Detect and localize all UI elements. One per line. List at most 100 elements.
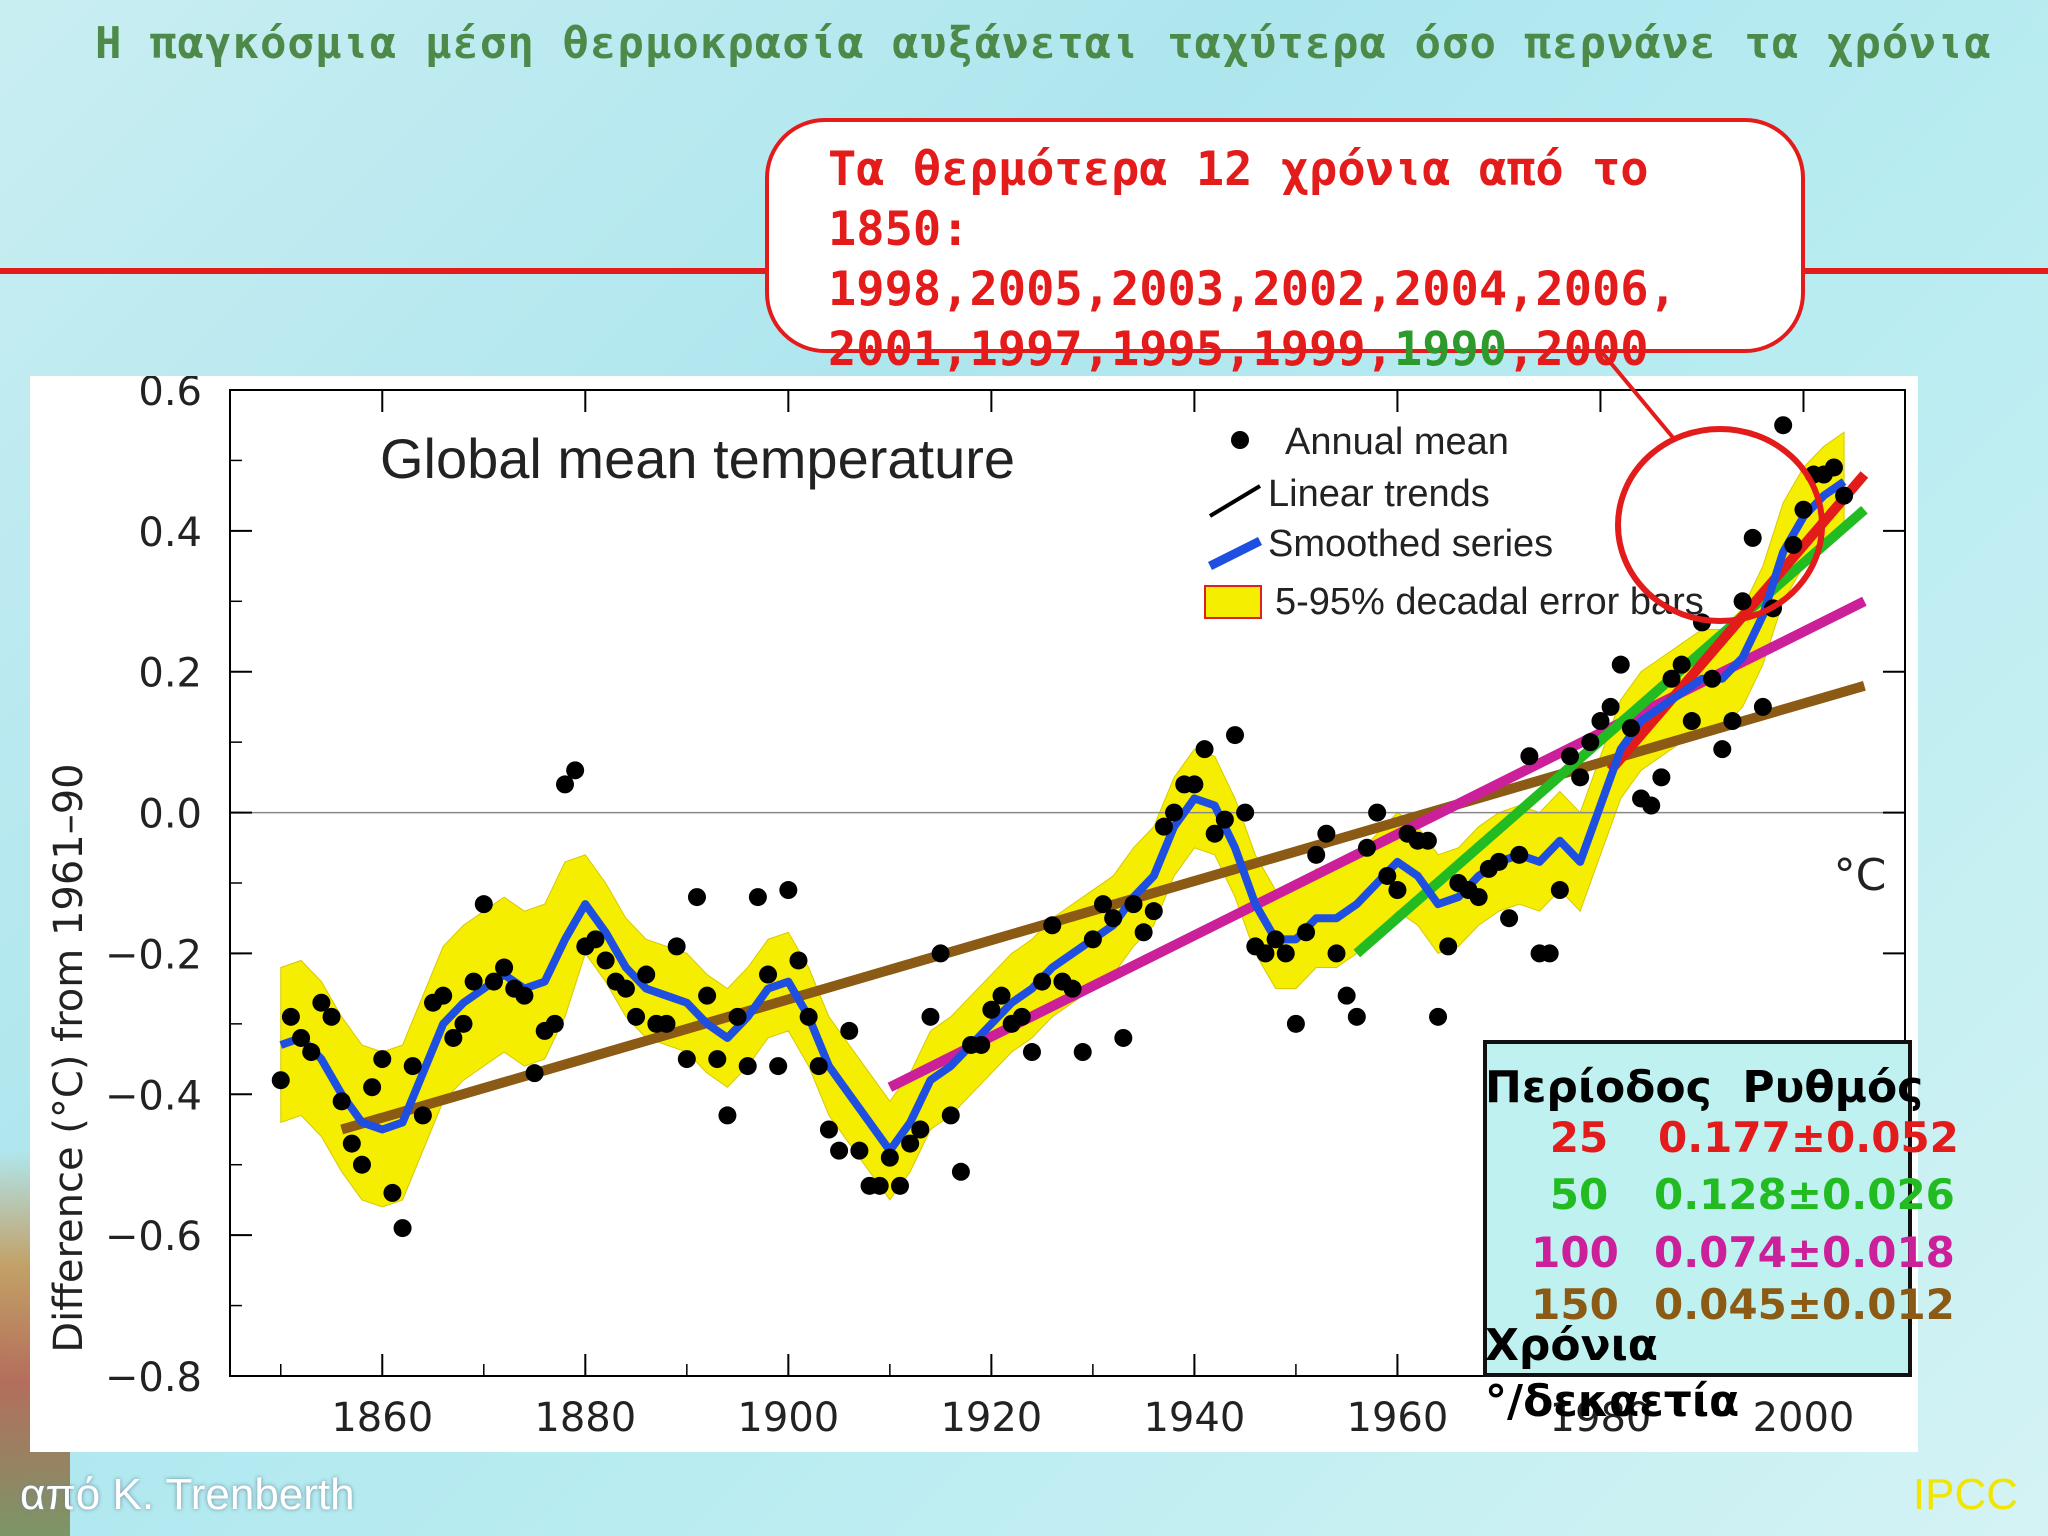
annual-mean-point bbox=[840, 1021, 859, 1040]
annual-mean-point bbox=[759, 965, 778, 984]
annual-mean-point bbox=[809, 1057, 828, 1076]
annual-mean-point bbox=[779, 881, 798, 900]
annual-mean-point bbox=[657, 1014, 676, 1033]
annual-mean-point bbox=[363, 1078, 382, 1097]
annual-mean-point bbox=[271, 1071, 290, 1090]
annual-mean-point bbox=[1510, 845, 1529, 864]
annual-mean-point bbox=[1540, 944, 1559, 963]
annual-mean-point bbox=[1063, 979, 1082, 998]
annual-mean-point bbox=[474, 895, 493, 914]
source-credit: IPCC bbox=[1912, 1470, 2018, 1519]
annual-mean-point bbox=[373, 1050, 392, 1069]
annual-mean-point bbox=[738, 1057, 757, 1076]
annual-mean-point bbox=[941, 1106, 960, 1125]
annual-mean-point bbox=[931, 944, 950, 963]
annual-mean-point bbox=[1733, 592, 1752, 611]
annual-mean-point bbox=[1104, 909, 1123, 928]
annual-mean-point bbox=[1652, 768, 1671, 787]
annual-mean-point bbox=[1276, 944, 1295, 963]
annual-mean-point bbox=[1337, 986, 1356, 1005]
annual-mean-point bbox=[728, 1007, 747, 1026]
x-tick-label: 1940 bbox=[1143, 1395, 1245, 1441]
annual-mean-point bbox=[1154, 817, 1173, 836]
rate-row: 150 0.045±0.012 bbox=[1522, 1280, 1955, 1329]
annual-mean-point bbox=[1469, 888, 1488, 907]
annual-mean-point bbox=[901, 1134, 920, 1153]
callout-bubble bbox=[765, 118, 1805, 353]
annual-mean-point bbox=[1297, 923, 1316, 942]
annual-mean-point bbox=[911, 1120, 930, 1139]
annual-mean-point bbox=[586, 930, 605, 949]
header-rate: Ρυθμός bbox=[1742, 1062, 1924, 1113]
temperature-chart: 0.6 0.4 0.2 0.0 −0.2 −0.4 −0.6 −0.8 14.6 14.4 14.2… bbox=[46, 376, 1918, 1441]
legend-smoothed-label: Smoothed series bbox=[1268, 523, 1553, 565]
annual-mean-point bbox=[1662, 669, 1681, 688]
rate-value: 0.128±0.026 bbox=[1654, 1170, 1955, 1219]
annual-mean-point bbox=[1124, 895, 1143, 914]
annual-mean-point bbox=[1378, 866, 1397, 885]
y-tick-label: 0.2 bbox=[138, 651, 202, 697]
author-credit: από K. Trenberth bbox=[20, 1470, 355, 1519]
callout-years-red: 2001,1997,1995,1999, bbox=[828, 322, 1394, 377]
x-tick-label: 1980 bbox=[1550, 1395, 1652, 1441]
y-tick-label: −0.6 bbox=[105, 1214, 202, 1260]
annual-mean-point bbox=[616, 979, 635, 998]
rate-value: 0.074±0.018 bbox=[1654, 1228, 1955, 1277]
annual-mean-point bbox=[484, 972, 503, 991]
annual-mean-point bbox=[1043, 916, 1062, 935]
slide-title: Η παγκόσμια μέση θερμοκρασία αυξάνεται τ… bbox=[95, 18, 1992, 69]
annual-mean-point bbox=[1033, 972, 1052, 991]
y-tick-label: −0.2 bbox=[105, 932, 202, 978]
trend-line-50 bbox=[1353, 505, 1868, 958]
annual-mean-point bbox=[1591, 712, 1610, 731]
annual-mean-point bbox=[1012, 1007, 1031, 1026]
annual-mean-point bbox=[799, 1007, 818, 1026]
annual-mean-point bbox=[596, 951, 615, 970]
annual-mean-point bbox=[1368, 803, 1387, 822]
y2-tick-label: 13.8 bbox=[1917, 932, 1918, 978]
annual-mean-point bbox=[403, 1057, 422, 1076]
annual-mean-point bbox=[1083, 930, 1102, 949]
annual-mean-point bbox=[1185, 775, 1204, 794]
annual-mean-point bbox=[495, 958, 514, 977]
annual-mean-point bbox=[1134, 923, 1153, 942]
annual-mean-point bbox=[464, 972, 483, 991]
annual-mean-point bbox=[870, 1176, 889, 1195]
callout-line-2: 1850: bbox=[828, 202, 970, 257]
annual-mean-point bbox=[556, 775, 574, 794]
annual-mean-point bbox=[454, 1014, 473, 1033]
rate-table-header: Περίοδος Ρυθμός bbox=[1485, 1062, 1923, 1113]
annual-mean-point bbox=[1743, 528, 1762, 547]
rate-period: 25 bbox=[1549, 1113, 1609, 1162]
annual-mean-point bbox=[1794, 500, 1813, 519]
annual-mean-point bbox=[434, 986, 453, 1005]
annual-mean-point bbox=[1581, 733, 1600, 752]
annual-mean-point bbox=[1347, 1007, 1366, 1026]
callout-text: Τα θερμότερα 12 χρόνια από το 1850: 1998… bbox=[828, 140, 1808, 380]
y2-tick-label: 14.4 bbox=[1917, 510, 1918, 556]
annual-mean-point bbox=[1114, 1028, 1133, 1047]
annual-mean-point bbox=[850, 1141, 869, 1160]
annual-mean-point bbox=[1165, 803, 1184, 822]
annual-mean-point bbox=[951, 1162, 970, 1181]
annual-mean-point bbox=[667, 937, 686, 956]
annual-mean-point bbox=[1784, 535, 1803, 554]
y-axis-label: Difference (°C) from 1961–90 bbox=[46, 763, 92, 1352]
y-tick-label: 0.6 bbox=[138, 376, 202, 415]
y-tick-label: −0.4 bbox=[105, 1073, 202, 1119]
annual-mean-point bbox=[1266, 930, 1285, 949]
annual-mean-point bbox=[718, 1106, 737, 1125]
highlight-circle bbox=[1615, 426, 1825, 624]
y2-axis-label: °C bbox=[1834, 850, 1887, 901]
annual-mean-point bbox=[972, 1035, 991, 1054]
x-tick-label: 1920 bbox=[940, 1395, 1042, 1441]
annual-mean-point bbox=[1601, 697, 1620, 716]
annual-mean-point bbox=[769, 1057, 788, 1076]
annual-mean-point bbox=[1144, 902, 1163, 921]
annual-mean-point bbox=[525, 1064, 544, 1083]
annual-mean-point bbox=[1195, 740, 1214, 759]
y2-tick-label: 13.4 bbox=[1917, 1214, 1918, 1260]
annual-mean-point bbox=[1286, 1014, 1305, 1033]
annual-mean-point bbox=[302, 1043, 321, 1062]
